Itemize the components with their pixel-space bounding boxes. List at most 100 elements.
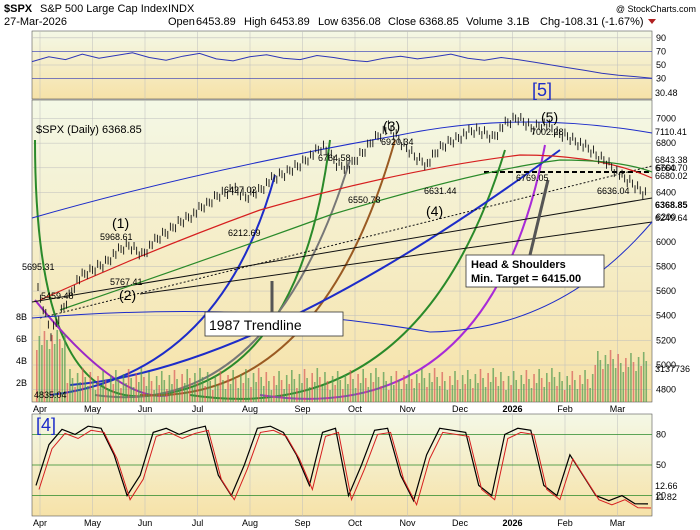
volume-bar — [464, 384, 466, 402]
volume-bar — [589, 388, 591, 402]
volume-bar — [199, 368, 201, 402]
stochastic-layer — [35, 425, 652, 509]
price-panel-bg — [31, 99, 653, 403]
volume-bar — [535, 383, 538, 402]
volume-bar — [395, 371, 398, 402]
right-value-label: 7110.41 — [655, 127, 687, 137]
volume-bar — [367, 387, 370, 402]
price-y-tick: 5000 — [656, 360, 676, 370]
volume-bar — [326, 381, 329, 402]
volume-bar — [400, 389, 403, 402]
price-label: 5459.48 — [41, 291, 74, 301]
volume-bar — [234, 379, 237, 402]
volume-bar — [143, 377, 145, 402]
volume-bar — [546, 373, 548, 402]
volume-bar — [260, 377, 262, 402]
price-y-tick: 5800 — [656, 261, 676, 271]
volume-bar — [487, 373, 489, 402]
volume-bar — [201, 377, 204, 402]
volume-bar — [632, 362, 635, 402]
volume-bar — [334, 385, 336, 402]
volume-bar — [630, 353, 632, 402]
stoch-last-value: 11.82 — [655, 492, 677, 502]
volume-bar — [270, 390, 273, 402]
volume-bar — [507, 376, 510, 402]
volume-bar — [528, 379, 530, 402]
volume-bar — [163, 380, 166, 402]
volume-bar — [403, 375, 405, 402]
volume-bar — [347, 384, 349, 402]
rsi-y-tick: 90 — [656, 33, 666, 43]
volume-bar — [38, 336, 41, 402]
volume-bar — [222, 380, 224, 402]
rsi-y-tick: 50 — [656, 60, 666, 70]
volume-bar — [579, 375, 581, 402]
volume-bar — [421, 369, 423, 402]
stoch-y-tick: 80 — [656, 429, 666, 439]
volume-bar — [540, 378, 543, 402]
volume-bar — [364, 378, 367, 402]
volume-bar — [301, 383, 303, 402]
x-tick-label: Jun — [138, 404, 153, 414]
price-label: 6550.78 — [348, 195, 381, 205]
volume-bar — [502, 381, 505, 402]
volume-bar — [533, 374, 535, 402]
volume-bar — [380, 386, 382, 402]
volume-bar — [352, 379, 354, 402]
volume-bar — [331, 376, 334, 402]
volume-bar — [285, 375, 288, 402]
volume-bar — [597, 351, 599, 402]
volume-bar — [191, 387, 194, 402]
volume-bar — [474, 374, 477, 402]
volume-bar — [168, 375, 171, 402]
volume-bar — [229, 384, 232, 402]
volume-bar — [408, 370, 410, 402]
volume-bar — [619, 363, 622, 402]
index-name: S&P 500 Large Cap Index — [40, 3, 168, 15]
volume-bar — [444, 381, 446, 402]
wave-label-5: (5) — [541, 109, 558, 125]
upper-channel — [31, 121, 653, 219]
volume-bar — [609, 350, 612, 402]
hs-annotation-box — [465, 254, 605, 288]
volume-bar — [612, 359, 614, 402]
down-arrow-icon — [648, 19, 656, 24]
rsi-y-tick: 70 — [656, 46, 666, 56]
rsi-line — [31, 52, 653, 79]
stoch-last-value-2: 12.66 — [655, 481, 678, 491]
volume-bar — [342, 389, 344, 402]
volume-bar — [232, 370, 234, 402]
volume-layer — [36, 330, 648, 402]
lower-trendline — [139, 221, 653, 295]
volume-bar — [607, 364, 609, 402]
volume-bar — [288, 384, 291, 402]
volume-bar — [53, 344, 56, 402]
volume-bar — [298, 374, 301, 402]
volume-bar — [497, 386, 500, 402]
volume-bar — [431, 382, 433, 402]
volume-bar — [306, 378, 308, 402]
x-tick-label: 2026 — [502, 404, 522, 414]
volume-bar — [81, 368, 84, 402]
date-label: 27-Mar-2026 — [4, 16, 67, 28]
x-tick-label: Dec — [452, 518, 469, 528]
price-label: 5767.41 — [110, 277, 143, 287]
volume-bar — [189, 378, 191, 402]
volume-bar — [186, 369, 189, 402]
x-tick-label: May — [84, 404, 102, 414]
volume-bar — [517, 389, 520, 402]
volume-bar — [461, 375, 464, 402]
volume-bar — [530, 388, 533, 402]
volume-bar — [466, 370, 469, 402]
volume-bar — [622, 372, 625, 402]
volume-bar — [484, 387, 487, 402]
volume-bar — [344, 375, 347, 402]
x-tick-label: Nov — [399, 518, 416, 528]
volume-bar — [66, 383, 69, 402]
volume-bar — [581, 384, 584, 402]
cycle-arc — [189, 149, 506, 400]
volume-bar — [51, 335, 53, 402]
volume-bar — [64, 334, 66, 402]
volume-bar — [140, 368, 143, 402]
